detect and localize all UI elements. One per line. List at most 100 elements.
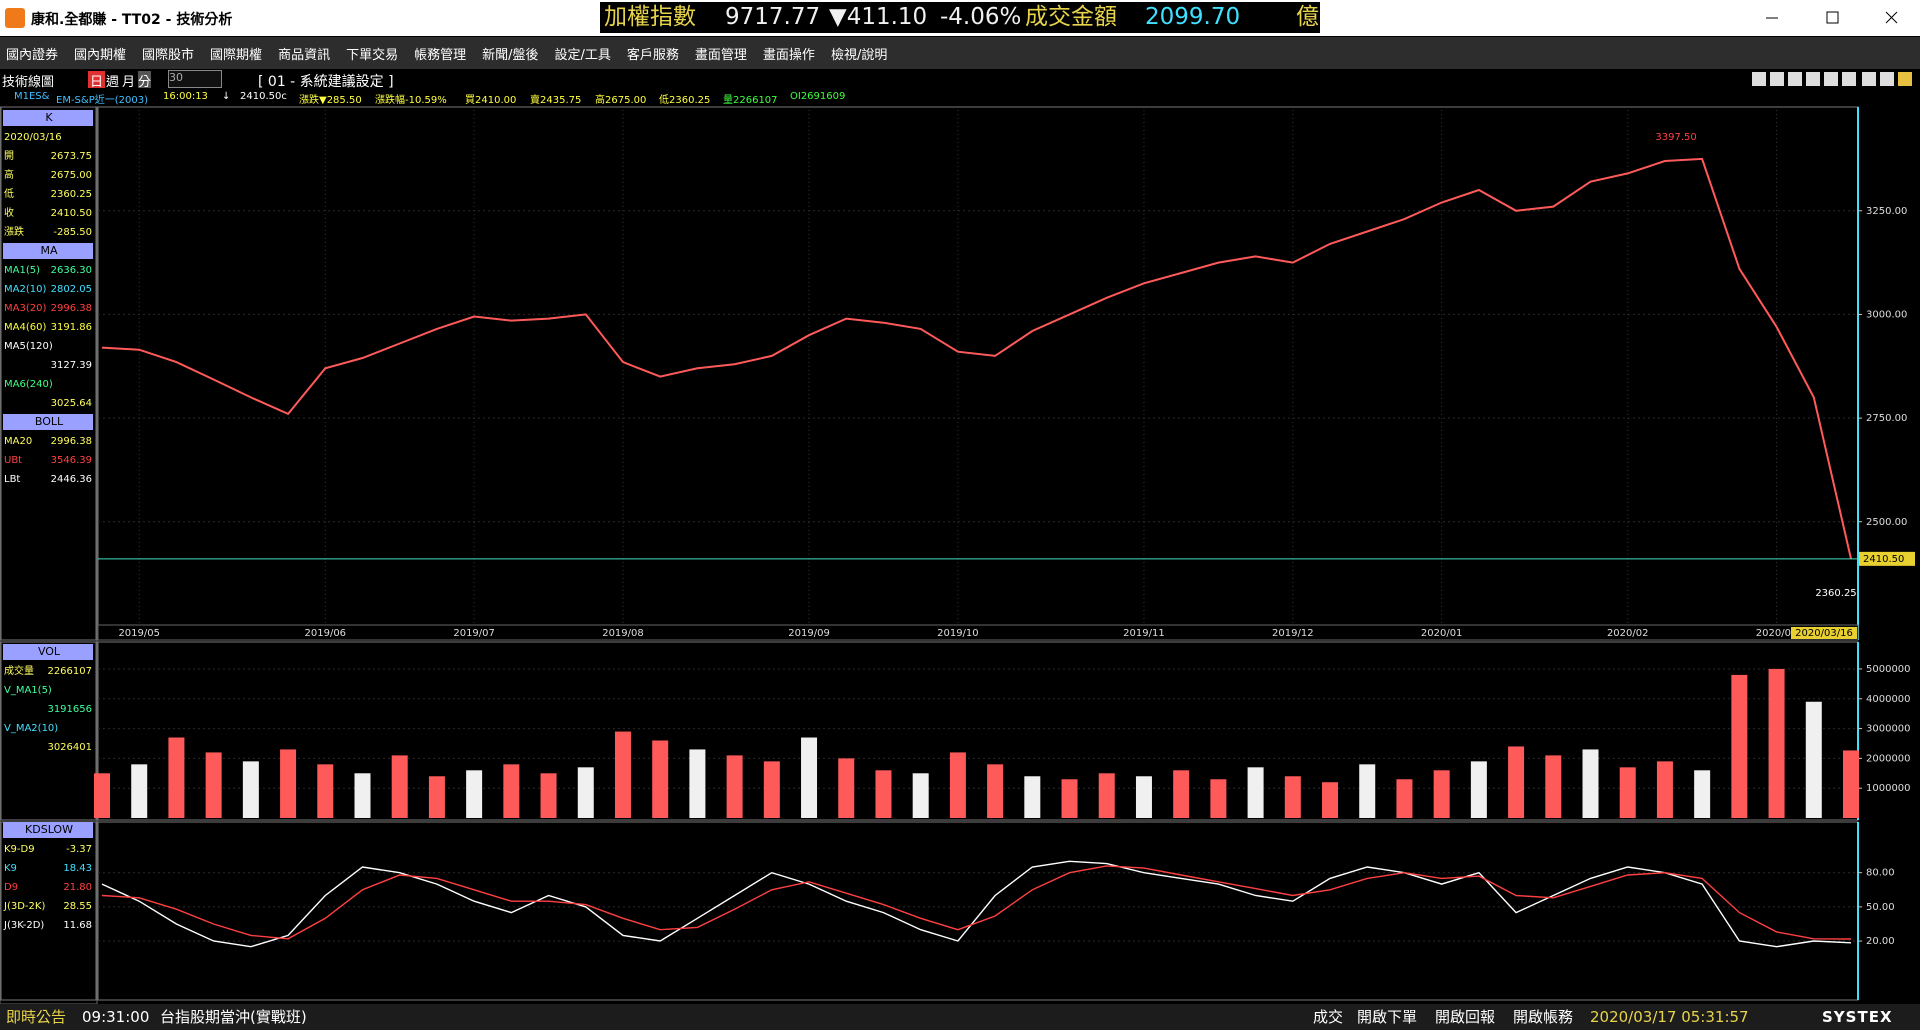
- quote-item: M1ES&: [14, 91, 50, 102]
- x-tick-label: 2020/03/16: [1795, 628, 1853, 639]
- row-value: -285.50: [53, 227, 92, 238]
- setting[interactable]: [ 01 - 系統建議設定 ]: [258, 74, 394, 90]
- panel-frame: [97, 821, 1859, 1001]
- tool-button[interactable]: [1788, 72, 1802, 86]
- tool-button[interactable]: [1862, 72, 1876, 86]
- section-title: BOLL: [35, 415, 64, 428]
- volume-bar: [1768, 668, 1785, 818]
- volume-bar: [726, 755, 743, 818]
- row-label: 2020/03/16: [4, 132, 62, 143]
- status-button[interactable]: 開啟下單: [1357, 1008, 1418, 1026]
- volume-bar: [280, 749, 297, 818]
- row-value: 2446.36: [51, 474, 92, 485]
- x-tick-label: 2019/09: [788, 628, 830, 639]
- turnover-unit: 億: [1296, 4, 1319, 30]
- volume-bar: [838, 758, 855, 818]
- row-label: J(3K-2D): [3, 920, 44, 931]
- row-value: 2266107: [47, 666, 92, 677]
- row-label: MA2(10): [4, 284, 46, 295]
- tool-button[interactable]: [1770, 72, 1784, 86]
- minutes-select[interactable]: 30: [168, 70, 222, 88]
- period[interactable]: 日: [88, 71, 106, 90]
- volume-bar: [652, 740, 669, 818]
- volume-bar: [1508, 746, 1525, 818]
- maximize[interactable]: [1826, 11, 1839, 24]
- y-tick-label: 50.00: [1866, 902, 1895, 913]
- last-price-label: 2410.50: [1863, 554, 1904, 565]
- quote-item: 16:00:13: [163, 91, 208, 102]
- quote-item: 2410.50c: [240, 91, 287, 102]
- clock: 2020/03/17 05:31:57: [1590, 1008, 1749, 1026]
- section-header: [3, 414, 93, 430]
- title-bar: 康和.全都賺 - TT02 - 技術分析 加權指數 9717.77 ▼411.1…: [0, 0, 1920, 36]
- menu-item[interactable]: 畫面操作: [762, 47, 815, 63]
- menu-item[interactable]: 國際股市: [142, 47, 195, 63]
- volume-bar: [242, 761, 259, 818]
- chart-tools[interactable]: [1752, 71, 1920, 87]
- row-label: MA6(240): [4, 379, 53, 390]
- menu-item[interactable]: 畫面管理: [694, 47, 747, 63]
- menu-item[interactable]: 檢視/說明: [830, 47, 888, 63]
- period[interactable]: 月: [122, 75, 136, 90]
- volume-bar: [1731, 674, 1748, 818]
- panel-frame: [97, 106, 1859, 641]
- menu-item[interactable]: 國內證券: [6, 47, 59, 63]
- row-value: 2996.38: [51, 436, 92, 447]
- menu-item[interactable]: 客戶服務: [626, 47, 679, 63]
- menu-item[interactable]: 新聞/盤後: [482, 47, 539, 63]
- menu-item[interactable]: 設定/工具: [554, 47, 611, 63]
- menu-item[interactable]: 下單交易: [346, 47, 399, 63]
- menu-item[interactable]: 國際期權: [210, 47, 263, 63]
- y-tick-label: 2750.00: [1866, 413, 1907, 424]
- row-value: 3025.64: [51, 398, 92, 409]
- tool-button[interactable]: [1898, 72, 1912, 86]
- section-title: K: [45, 111, 53, 124]
- row-value: 2410.50: [51, 208, 92, 219]
- row-value: 2802.05: [51, 284, 92, 295]
- volume-bar: [1545, 755, 1562, 818]
- menu-bar: 國內證券 國內期權 國際股市 國際期權 商品資訊 下單交易 帳務管理 新聞/盤後 設定/工具 客戶…: [0, 37, 1920, 69]
- volume-bar: [949, 752, 966, 818]
- status-button[interactable]: 開啟回報: [1435, 1008, 1496, 1026]
- row-label: 高: [4, 168, 14, 181]
- y-tick-label: 2500.00: [1866, 517, 1907, 528]
- menu-item[interactable]: 國內期權: [74, 47, 127, 63]
- tool-button[interactable]: [1880, 72, 1894, 86]
- row-label: 漲跌: [4, 225, 24, 238]
- period[interactable]: 週: [106, 75, 120, 90]
- volume-bar: [466, 770, 483, 818]
- volume-bar: [1396, 779, 1413, 818]
- row-label: 低: [4, 187, 14, 200]
- turnover: 2099.70: [1145, 4, 1241, 30]
- row-label: MA1(5): [4, 265, 40, 276]
- row-label: MA20: [4, 436, 32, 447]
- window-controls[interactable]: [1750, 0, 1920, 36]
- date-highlight: [1791, 627, 1857, 639]
- volume-bar: [1582, 749, 1599, 818]
- quote-item: ↓: [222, 91, 231, 102]
- notice-time: 09:31:00: [82, 1008, 150, 1026]
- tool-button[interactable]: [1842, 72, 1856, 86]
- row-label: 成交量: [4, 664, 34, 677]
- tool-button[interactable]: [1824, 72, 1838, 86]
- status-button[interactable]: 開啟帳務: [1513, 1008, 1574, 1026]
- status-button[interactable]: 成交: [1313, 1008, 1344, 1026]
- notice-text[interactable]: 台指股期當沖(實戰班): [160, 1008, 307, 1026]
- volume-bar: [763, 761, 780, 818]
- row-value: 3191.86: [51, 322, 92, 333]
- tool-button[interactable]: [1806, 72, 1820, 86]
- ticker: 加權指數 9717.77 ▼411.10 -4.06% 成交金額 2099.70…: [600, 2, 1320, 33]
- quote-item: 漲跌▼285.50: [299, 95, 362, 106]
- date-strip: [97, 624, 1859, 641]
- period[interactable]: 分: [138, 71, 152, 90]
- x-tick-label: 2019/10: [937, 628, 979, 639]
- menu-item[interactable]: 商品資訊: [278, 47, 331, 63]
- notice-label[interactable]: 即時公告: [6, 1008, 67, 1026]
- row-label: 開: [4, 150, 14, 162]
- tool-button[interactable]: [1752, 72, 1766, 86]
- close[interactable]: [1885, 11, 1898, 24]
- menu-item[interactable]: 帳務管理: [414, 47, 467, 63]
- row-label: UBt: [4, 455, 22, 466]
- volume-bar: [801, 737, 818, 818]
